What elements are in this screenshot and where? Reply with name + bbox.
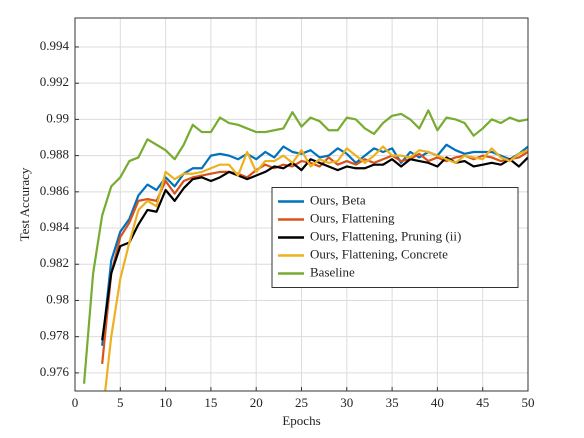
y-tick-label: 0.994 (40, 38, 70, 53)
x-tick-label: 15 (204, 395, 217, 410)
legend-label: Ours, Beta (310, 192, 366, 207)
y-tick-label: 0.978 (40, 328, 69, 343)
x-tick-label: 20 (250, 395, 263, 410)
x-tick-label: 25 (295, 395, 308, 410)
x-tick-label: 5 (117, 395, 124, 410)
y-tick-label: 0.99 (46, 110, 69, 125)
x-tick-label: 30 (340, 395, 353, 410)
y-tick-label: 0.976 (40, 364, 70, 379)
data-line (101, 143, 528, 346)
legend-label: Baseline (310, 264, 355, 279)
y-tick-label: 0.988 (40, 147, 69, 162)
data-line (101, 151, 528, 364)
y-tick-label: 0.982 (40, 255, 69, 270)
data-line (82, 109, 528, 384)
x-tick-label: 0 (72, 395, 79, 410)
x-tick-label: 50 (522, 395, 535, 410)
legend-box (271, 187, 519, 288)
x-tick-label: 10 (159, 395, 172, 410)
y-tick-label: 0.986 (40, 183, 70, 198)
x-tick-label: 40 (431, 395, 444, 410)
legend: Ours, Beta Ours, Flattening Ours, Flatteni… (271, 187, 519, 288)
legend-label: Ours, Flattening, Concrete (310, 246, 448, 261)
x-tick-label: 45 (476, 395, 489, 410)
legend-label: Ours, Flattening (310, 210, 395, 225)
legend-label: Ours, Flattening, Pruning (ii) (310, 228, 461, 243)
y-tick-label: 0.992 (40, 74, 69, 89)
y-tick-label: 0.98 (46, 291, 69, 306)
x-tick-label: 35 (386, 395, 399, 410)
y-tick-label: 0.984 (40, 219, 70, 234)
plot-lines (82, 109, 528, 391)
x-axis-label: Epochs (282, 413, 320, 428)
y-axis-label: Test Accuracy (17, 167, 32, 241)
data-line (104, 145, 528, 391)
